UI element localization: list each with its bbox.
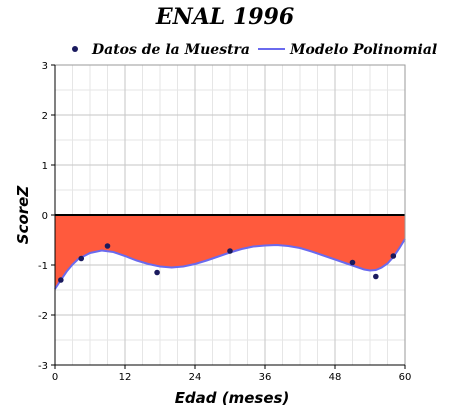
legend-label-scatter: Datos de la Muestra bbox=[91, 42, 250, 58]
y-tick-label: 2 bbox=[42, 111, 48, 122]
y-tick-label: -3 bbox=[38, 361, 48, 372]
legend-marker-scatter bbox=[72, 46, 78, 52]
y-axis-label: ScoreZ bbox=[14, 185, 32, 245]
x-tick-label: 36 bbox=[259, 372, 272, 383]
x-tick-label: 24 bbox=[189, 372, 202, 383]
legend: Datos de la Muestra Modelo Polinomial bbox=[72, 42, 437, 58]
y-tick-label: 3 bbox=[42, 61, 48, 72]
model-line bbox=[54, 238, 406, 290]
y-tick-label: 0 bbox=[42, 211, 48, 222]
data-point bbox=[78, 255, 85, 262]
y-tick-label: 1 bbox=[42, 161, 48, 172]
data-point bbox=[390, 253, 397, 259]
x-tick-label: 48 bbox=[329, 372, 342, 383]
data-point bbox=[58, 277, 64, 283]
data-point bbox=[373, 273, 379, 280]
data-point bbox=[227, 248, 233, 254]
legend-label-line: Modelo Polinomial bbox=[289, 42, 437, 58]
x-tick-label: 0 bbox=[52, 372, 58, 383]
x-axis-label: Edad (meses) bbox=[175, 389, 290, 407]
x-tick-label: 12 bbox=[119, 372, 132, 383]
series-layer bbox=[54, 214, 406, 290]
data-point bbox=[349, 259, 356, 266]
data-point bbox=[104, 243, 111, 249]
y-tick-label: -2 bbox=[38, 311, 48, 322]
x-tick-label: 60 bbox=[399, 372, 412, 383]
y-tick-label: -1 bbox=[38, 261, 48, 272]
data-point bbox=[154, 269, 160, 276]
chart-title: ENAL 1996 bbox=[155, 4, 294, 30]
